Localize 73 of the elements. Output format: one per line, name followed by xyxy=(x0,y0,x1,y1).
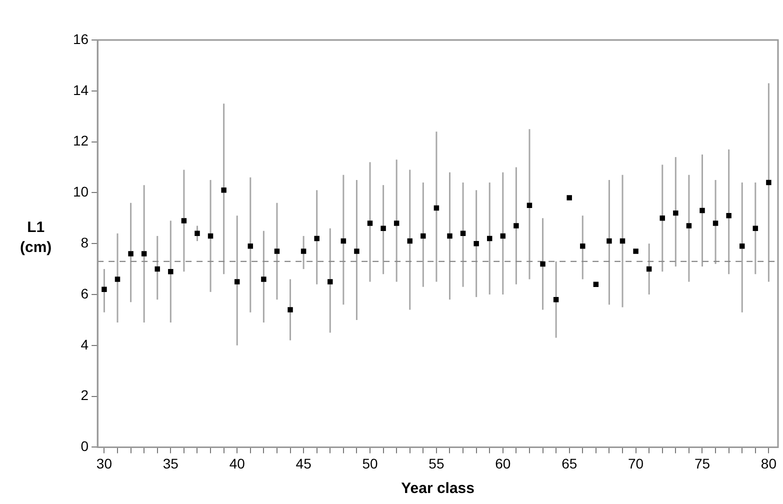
point xyxy=(526,202,532,208)
point xyxy=(447,233,452,239)
point xyxy=(340,238,346,244)
point xyxy=(540,261,546,267)
point xyxy=(380,226,386,231)
point xyxy=(128,251,134,256)
point xyxy=(726,212,732,218)
point xyxy=(606,238,612,244)
point xyxy=(633,248,638,254)
point xyxy=(168,268,174,274)
x-tick-label: 35 xyxy=(162,455,179,472)
y-tick-label: 16 xyxy=(72,30,89,47)
point xyxy=(553,296,559,302)
point xyxy=(673,210,678,216)
point xyxy=(328,279,333,284)
y-tick-label: 6 xyxy=(80,285,89,302)
x-tick-label: 75 xyxy=(694,455,710,472)
point xyxy=(314,236,320,242)
point xyxy=(686,223,692,228)
point xyxy=(367,220,373,226)
point xyxy=(394,220,400,226)
x-tick-label: 50 xyxy=(362,455,378,472)
point xyxy=(752,226,758,231)
y-tick-label: 14 xyxy=(72,82,89,98)
y-tick-label: 10 xyxy=(72,184,89,200)
y-tick-label: 12 xyxy=(72,132,89,149)
x-tick-label: 40 xyxy=(229,455,246,472)
point xyxy=(274,248,280,254)
point xyxy=(208,233,214,239)
point xyxy=(234,279,240,284)
x-tick-label: 80 xyxy=(760,455,777,472)
point xyxy=(300,248,306,254)
point xyxy=(194,230,200,236)
x-tick-label: 55 xyxy=(428,455,444,472)
point xyxy=(261,276,266,282)
point xyxy=(500,233,506,239)
y-tick-label: 8 xyxy=(80,234,89,250)
y-tick-label: 2 xyxy=(80,387,89,404)
point xyxy=(221,188,226,193)
point xyxy=(354,248,360,254)
x-axis-title: Year class xyxy=(401,480,474,498)
point xyxy=(739,244,745,249)
y-tick-label: 0 xyxy=(80,438,89,454)
point xyxy=(154,266,160,272)
point xyxy=(407,238,412,244)
point xyxy=(460,230,466,236)
point xyxy=(646,266,652,272)
point xyxy=(486,236,492,242)
x-tick-label: 30 xyxy=(96,455,112,472)
x-tick-label: 70 xyxy=(628,455,644,472)
x-tick-label: 45 xyxy=(296,455,312,472)
point xyxy=(580,244,586,249)
x-tick-label: 65 xyxy=(562,455,578,472)
point xyxy=(248,244,254,249)
x-tick-label: 60 xyxy=(495,455,511,472)
point xyxy=(141,251,147,256)
point xyxy=(434,205,440,211)
point xyxy=(102,286,107,292)
y-axis-title: L1 (cm) xyxy=(20,218,52,258)
point xyxy=(288,307,293,312)
point xyxy=(766,180,772,186)
point xyxy=(474,240,479,246)
point xyxy=(514,223,519,228)
point xyxy=(114,276,120,282)
point xyxy=(420,233,426,239)
point xyxy=(181,218,187,224)
point xyxy=(660,216,665,221)
point xyxy=(700,208,705,214)
point xyxy=(620,238,626,244)
point xyxy=(566,195,572,200)
point xyxy=(712,220,718,226)
y-tick-label: 4 xyxy=(80,336,89,352)
point xyxy=(593,282,599,287)
